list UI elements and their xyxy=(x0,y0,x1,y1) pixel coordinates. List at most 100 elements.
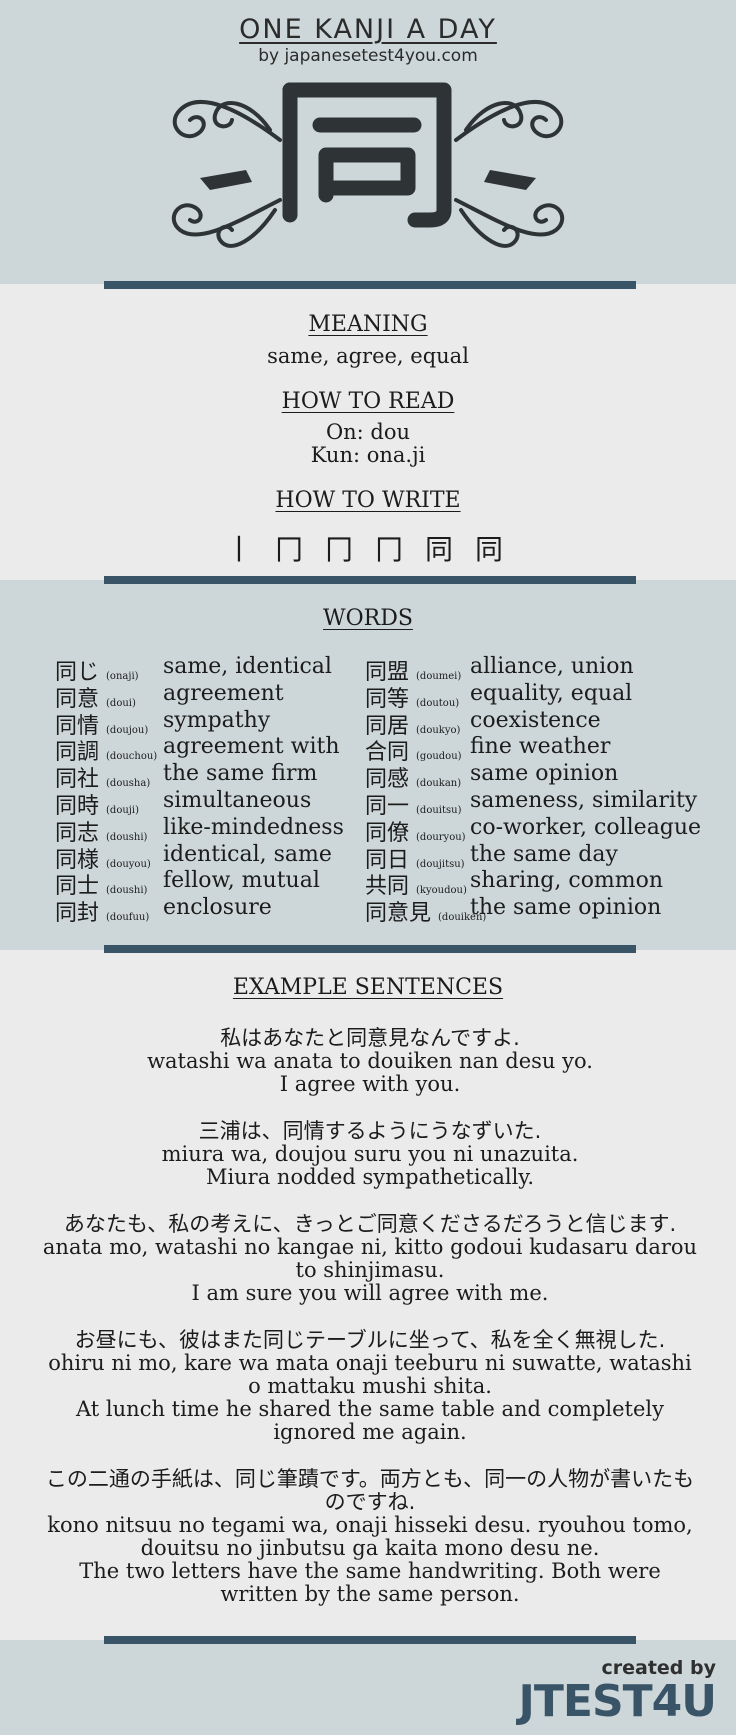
flourish-right-top-curl xyxy=(464,101,524,132)
flourish-right-bottom-curl xyxy=(459,208,520,248)
example-romaji: kono nitsuu no tegami wa, onaji hisseki … xyxy=(47,1513,693,1560)
word-kanji: 同封 xyxy=(55,901,100,927)
example-romaji: watashi wa anata to douiken nan desu yo. xyxy=(147,1049,593,1073)
stroke-order: 丨 冂 冂 冂 同 同 xyxy=(225,528,525,566)
kanji-stroke-box xyxy=(318,147,416,203)
word-entry: 共同 (kyoudou) sharing, common xyxy=(365,868,663,900)
examples-heading: EXAMPLE SENTENCES xyxy=(232,975,504,1000)
word-entry: 合同 (goudou) fine weather xyxy=(365,734,610,766)
word-meaning: same opinion xyxy=(470,761,619,787)
word-meaning: fine weather xyxy=(470,734,611,760)
word-meaning: fellow, mutual xyxy=(163,868,320,894)
word-entry: 同僚 (douryou) co-worker, colleague xyxy=(365,815,701,847)
word-meaning: agreement xyxy=(163,680,284,706)
word-entry: 同意 (doui) agreement xyxy=(55,681,284,713)
word-meaning: sameness, similarity xyxy=(470,788,698,813)
stroke-step-3: 冂 xyxy=(325,533,354,566)
flourish-left-bottom xyxy=(171,198,282,237)
word-kanji: 同日 xyxy=(365,847,410,873)
word-entry: 同盟 (doumei) alliance, union xyxy=(365,654,634,686)
word-reading: (doujou) xyxy=(106,724,149,736)
word-kanji: 同時 xyxy=(55,794,100,819)
word-entry: 同士 (doushi) fellow, mutual xyxy=(55,868,320,900)
word-meaning: sharing, common xyxy=(470,868,664,894)
word-kanji: 同社 xyxy=(55,767,100,793)
word-meaning: the same opinion xyxy=(470,895,662,921)
flourish-left-top-curl xyxy=(212,101,272,132)
example-romaji: anata mo, watashi no kangae ni, kitto go… xyxy=(42,1235,698,1282)
kanji-stroke-frame xyxy=(282,82,452,228)
word-meaning: same, identical xyxy=(163,654,332,679)
example-en: I am sure you will agree with me. xyxy=(191,1281,549,1305)
word-entry: 同意見 (douiken) the same opinion xyxy=(365,895,661,927)
example-en: At lunch time he shared the same table a… xyxy=(76,1397,664,1444)
words-band xyxy=(0,580,736,950)
brand-logo: JTEST4U xyxy=(518,1676,717,1727)
byline: by japanesetest4you.com xyxy=(258,46,478,66)
word-entry: 同様 (douyou) identical, same xyxy=(55,842,332,874)
word-kanji: 合同 xyxy=(365,740,410,766)
stroke-step-1: 丨 xyxy=(225,533,254,566)
writing-heading: HOW TO WRITE xyxy=(275,488,461,513)
word-meaning: the same day xyxy=(470,841,618,867)
word-kanji: 同調 xyxy=(55,740,100,766)
word-meaning: the same firm xyxy=(163,761,318,787)
word-meaning: agreement with xyxy=(163,734,340,760)
kun-reading: Kun: ona.ji xyxy=(310,443,426,467)
stroke-step-5: 同 xyxy=(425,533,454,566)
word-kanji: 同意見 xyxy=(365,901,432,927)
word-reading: (douiken) xyxy=(438,912,487,924)
word-reading: (doukan) xyxy=(416,778,462,790)
leaf-right xyxy=(484,170,536,190)
divider xyxy=(104,1636,636,1644)
word-reading: (onaji) xyxy=(106,671,139,682)
word-kanji: 同等 xyxy=(365,686,410,712)
word-reading: (doui) xyxy=(106,697,136,709)
word-kanji: 同士 xyxy=(55,874,100,900)
word-entry: 同感 (doukan) same opinion xyxy=(365,761,618,793)
word-kanji: 同一 xyxy=(365,794,410,819)
page-title: ONE KANJI A DAY xyxy=(239,14,497,45)
word-meaning: like-mindedness xyxy=(163,814,344,840)
example-jp: 私はあなたと同意見なんですよ. xyxy=(220,1026,520,1050)
created-by-label: created by xyxy=(601,1657,716,1679)
word-entry: 同じ (onaji) same, identical xyxy=(55,654,332,686)
word-entry: 同社 (dousha) the same firm xyxy=(55,761,317,793)
stroke-step-4: 冂 xyxy=(375,533,404,566)
word-kanji: 同志 xyxy=(55,820,100,846)
word-reading: (douitsu) xyxy=(416,805,462,816)
word-kanji: 同意 xyxy=(55,686,100,712)
word-kanji: 同様 xyxy=(55,847,100,873)
word-entry: 同一 (douitsu) sameness, similarity xyxy=(365,788,697,820)
example-en: I agree with you. xyxy=(279,1072,461,1096)
flourish-left-top xyxy=(172,100,282,142)
word-meaning: equality, equal xyxy=(470,680,633,706)
word-entry: 同志 (doushi) like-mindedness xyxy=(55,815,344,847)
word-kanji: 同情 xyxy=(55,713,100,739)
meaning-text: same, agree, equal xyxy=(267,344,469,368)
stroke-step-2: 冂 xyxy=(275,533,304,566)
word-reading: (doushi) xyxy=(106,885,148,897)
divider xyxy=(104,281,636,289)
stroke-step-6: 同 xyxy=(475,533,504,566)
word-reading: (goudou) xyxy=(416,751,462,763)
example-en: Miura nodded sympathetically. xyxy=(205,1165,535,1189)
word-reading: (doutou) xyxy=(416,697,460,709)
flourish-left-bottom-curl xyxy=(216,208,277,248)
word-meaning: simultaneous xyxy=(163,788,312,813)
example-sentence: あなたも、私の考えに、きっとご同意くださるだろうと信じます. anata mo,… xyxy=(40,1213,700,1305)
word-meaning: alliance, union xyxy=(470,654,634,679)
footer-band xyxy=(0,1640,736,1735)
word-meaning: enclosure xyxy=(163,895,272,921)
kanji-ornament xyxy=(171,82,565,248)
word-kanji: 同感 xyxy=(365,767,410,793)
word-reading: (doumei) xyxy=(416,671,462,682)
header-band xyxy=(0,0,736,284)
example-romaji: miura wa, doujou suru you ni unazuita. xyxy=(161,1142,579,1166)
meaning-heading: MEANING xyxy=(308,312,428,337)
word-reading: (kyoudou) xyxy=(416,885,467,897)
divider xyxy=(104,945,636,953)
reading-heading: HOW TO READ xyxy=(281,389,455,414)
on-reading: On: dou xyxy=(325,420,411,444)
words-heading: WORDS xyxy=(323,606,413,631)
